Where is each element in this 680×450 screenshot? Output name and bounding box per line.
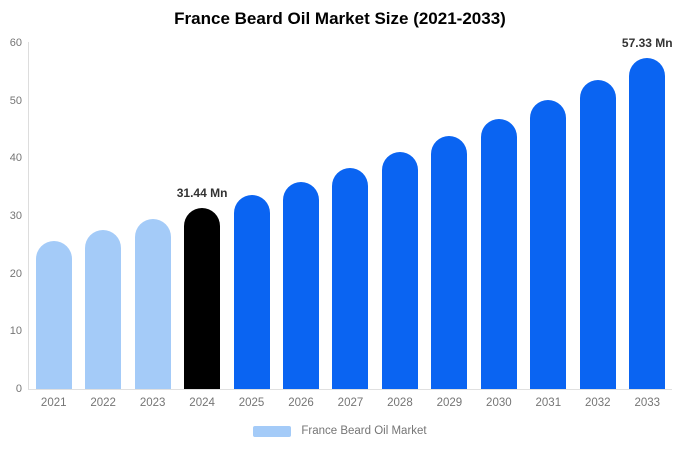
bar-2023[interactable] <box>134 219 171 389</box>
bar-2033[interactable] <box>629 58 666 389</box>
x-axis-tick-label-2027: 2027 <box>337 397 364 409</box>
legend-swatch <box>253 425 292 437</box>
bar-2029[interactable] <box>431 135 468 389</box>
x-axis-tick-label-2030: 2030 <box>486 397 512 409</box>
x-axis-tick-label-2033: 2033 <box>634 397 661 409</box>
x-axis-tick-label-2021: 2021 <box>40 397 67 409</box>
bar-value-label-2033: 57.33 Mn <box>621 36 673 51</box>
legend-item[interactable]: France Beard Oil Market <box>0 423 680 439</box>
bar-2030[interactable] <box>480 118 517 389</box>
x-axis-tick-label-2023: 2023 <box>139 397 166 409</box>
x-axis-tick-label-2029: 2029 <box>436 397 463 409</box>
chart-title: France Beard Oil Market Size (2021-2033) <box>174 9 506 28</box>
y-axis-tick-label: 50 <box>9 94 22 107</box>
bar-2024[interactable] <box>184 207 221 389</box>
x-axis-tick-label-2032: 2032 <box>584 397 611 409</box>
x-axis-tick-label-2025: 2025 <box>238 397 265 409</box>
bar-2032[interactable] <box>579 79 616 389</box>
x-axis-tick-label-2028: 2028 <box>387 397 413 409</box>
y-axis-tick-label: 60 <box>9 37 22 49</box>
x-axis-tick-label-2024: 2024 <box>189 397 215 409</box>
bar-2022[interactable] <box>85 230 122 389</box>
y-axis-tick-label: 20 <box>9 267 22 280</box>
y-axis-tick-label: 0 <box>15 383 22 395</box>
bar-2031[interactable] <box>530 99 567 389</box>
x-axis-line <box>28 389 672 390</box>
y-axis-line <box>28 42 29 390</box>
bar-2021[interactable] <box>35 240 72 389</box>
y-axis-tick-label: 40 <box>9 152 22 165</box>
bar-2027[interactable] <box>332 167 369 389</box>
bar-2026[interactable] <box>283 181 320 389</box>
x-axis-tick-label-2022: 2022 <box>90 397 116 409</box>
y-axis-tick-label: 30 <box>9 210 22 222</box>
bar-2028[interactable] <box>381 151 418 389</box>
legend-label: France Beard Oil Market <box>301 425 427 437</box>
x-axis-tick-label-2026: 2026 <box>288 397 314 409</box>
bar-2025[interactable] <box>233 195 270 389</box>
bar-value-label-2024: 31.44 Mn <box>176 185 228 200</box>
y-axis-tick-label: 10 <box>9 325 22 338</box>
x-axis-tick-label-2031: 2031 <box>535 397 562 409</box>
